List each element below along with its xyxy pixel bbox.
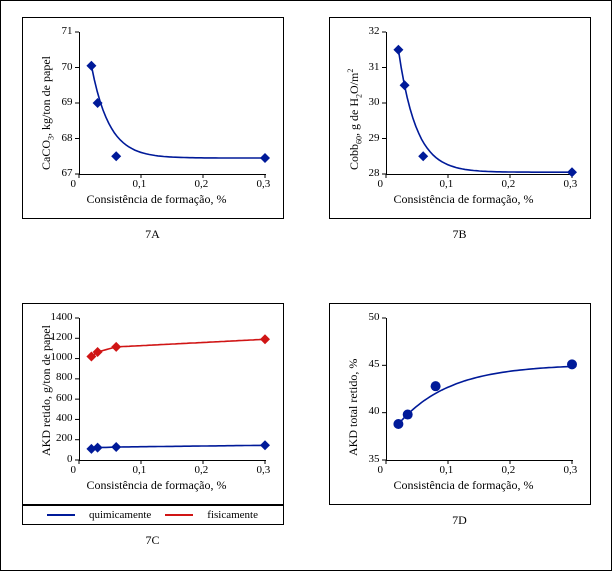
figure-wrap: CaCO3, kg/ton de papelConsistência de fo… <box>0 0 612 571</box>
caption-b: 7B <box>452 227 466 242</box>
legend-label: quimicamente <box>89 509 151 521</box>
legend-line-blue <box>47 514 75 516</box>
caption-d: 7D <box>452 513 467 528</box>
cell-a: CaCO3, kg/ton de papelConsistência de fo… <box>11 17 294 275</box>
panel-d: AKD total retido, %Consistência de forma… <box>329 303 591 505</box>
legend-line-red <box>165 514 193 516</box>
caption-c: 7C <box>145 533 159 548</box>
cell-c: AKD retido, g/ton de papelConsistência d… <box>11 303 294 561</box>
legend-label: fisicamente <box>207 509 258 521</box>
panel-c: AKD retido, g/ton de papelConsistência d… <box>22 303 284 505</box>
panel-grid: CaCO3, kg/ton de papelConsistência de fo… <box>11 17 601 560</box>
caption-a: 7A <box>145 227 160 242</box>
cell-b: Cobb60, g de H2O/m2Consistência de forma… <box>318 17 601 275</box>
panel-a: CaCO3, kg/ton de papelConsistência de fo… <box>22 17 284 219</box>
legend-c: quimicamente fisicamente <box>22 505 284 525</box>
cell-d: AKD total retido, %Consistência de forma… <box>318 303 601 561</box>
panel-b: Cobb60, g de H2O/m2Consistência de forma… <box>329 17 591 219</box>
